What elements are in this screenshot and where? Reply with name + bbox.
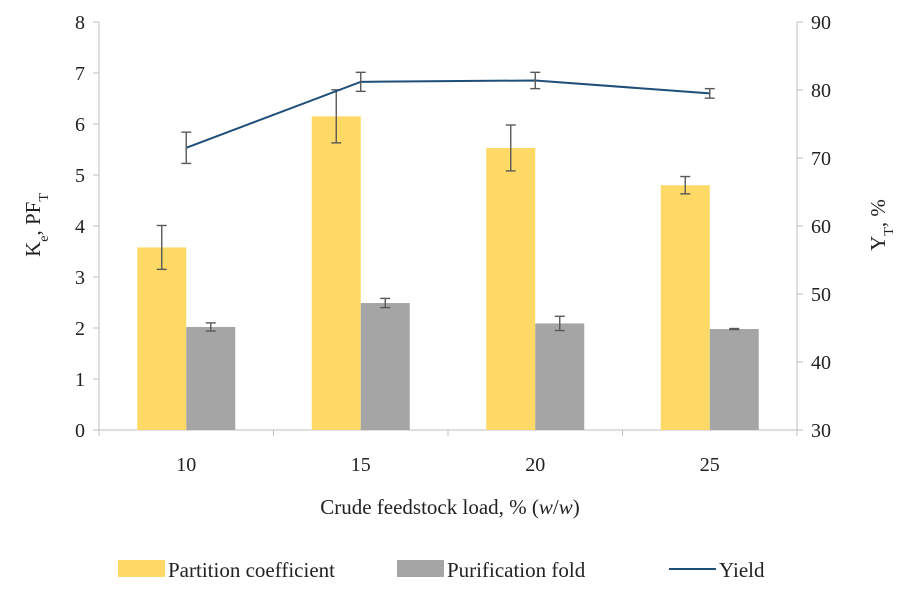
error-bar	[554, 315, 565, 332]
y-right-tick-label: 70	[811, 148, 831, 170]
error-bar	[505, 124, 516, 172]
bar-partition-coefficient	[137, 247, 187, 430]
y-left-tick-label: 8	[75, 12, 85, 34]
line-yield	[185, 79, 710, 149]
bar-partition-coefficient	[486, 147, 536, 430]
y-left-tick-label: 6	[75, 114, 85, 136]
line-group	[181, 71, 715, 165]
error-bar	[205, 322, 216, 332]
x-tick-label: 20	[525, 454, 545, 476]
bar-purification-fold	[535, 323, 585, 430]
y-left-tick-label: 0	[75, 420, 85, 442]
y-right-tick-label: 40	[811, 352, 831, 374]
y-left-tick-label: 4	[75, 216, 85, 238]
legend: Partition coefficient Purification fold Yi…	[118, 558, 765, 582]
bar-purification-fold	[360, 303, 410, 430]
legend-label-purification-fold: Purification fold	[447, 558, 586, 582]
x-axis-title: Crude feedstock load, % (w/w)	[320, 495, 580, 519]
tick-labels-group: 0 1 2 3 4 5 6 7 8 30 40 50 60 70 80 90 10 15 20 25	[75, 12, 831, 476]
y-left-tick-label: 7	[75, 63, 85, 85]
error-bar	[380, 297, 391, 309]
y-right-tick-label: 30	[811, 420, 831, 442]
legend-swatch-purification-fold	[397, 560, 444, 577]
y-right-tick-label: 80	[811, 80, 831, 102]
x-tick-label: 10	[176, 454, 196, 476]
y-axis-right-title: YT, %	[866, 199, 897, 251]
y-right-tick-label: 50	[811, 284, 831, 306]
bar-purification-fold	[709, 329, 759, 430]
y-right-tick-label: 90	[811, 12, 831, 34]
line-error-bar	[181, 131, 192, 165]
legend-swatch-partition-coefficient	[118, 560, 165, 577]
x-tick-label: 25	[700, 454, 720, 476]
y-right-tick-label: 60	[811, 216, 831, 238]
line-error-bar	[530, 71, 541, 90]
bar-partition-coefficient	[660, 185, 710, 430]
error-bar	[729, 327, 740, 331]
bar-partition-coefficient	[311, 116, 361, 430]
y-left-tick-label: 2	[75, 318, 85, 340]
line-error-bar	[355, 71, 366, 93]
y-left-tick-label: 1	[75, 369, 85, 391]
y-axis-left-title: Ke, PFT	[21, 193, 52, 257]
x-tick-label: 15	[351, 454, 371, 476]
y-left-tick-label: 5	[75, 165, 85, 187]
bar-purification-fold	[186, 326, 236, 430]
error-bar	[680, 175, 691, 195]
line-error-bar	[704, 87, 715, 99]
legend-label-partition-coefficient: Partition coefficient	[168, 558, 335, 582]
bars-group	[137, 89, 759, 430]
legend-label-yield: Yield	[719, 558, 765, 582]
y-left-tick-label: 3	[75, 267, 85, 289]
error-bar	[156, 224, 167, 271]
